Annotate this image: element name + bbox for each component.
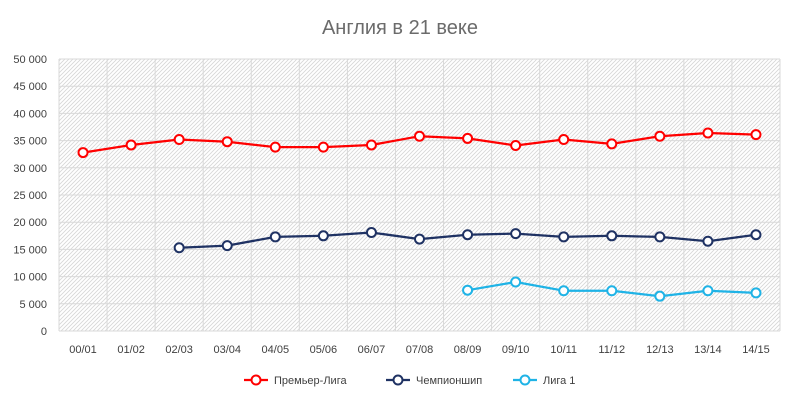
x-tick-label: 08/09 <box>454 344 482 356</box>
y-tick-label: 50 000 <box>13 54 47 66</box>
x-tick-label: 07/08 <box>406 344 434 356</box>
data-point <box>462 284 474 296</box>
data-point <box>414 233 425 245</box>
data-point <box>750 287 762 299</box>
data-point <box>558 134 570 146</box>
data-point <box>510 228 522 240</box>
x-tick-label: 12/13 <box>646 344 674 356</box>
data-point <box>173 242 185 254</box>
x-tick-label: 01/02 <box>117 344 145 356</box>
x-tick-label: 11/12 <box>598 344 625 356</box>
data-point <box>317 141 329 153</box>
legend-marker <box>250 374 262 386</box>
legend-marker <box>392 374 404 386</box>
y-tick-label: 0 <box>41 326 47 338</box>
data-point <box>654 130 666 142</box>
series-points <box>77 127 762 302</box>
y-tick-label: 5 000 <box>19 299 47 311</box>
legend-marker <box>519 374 531 386</box>
data-point <box>221 240 233 252</box>
y-tick-label: 40 000 <box>13 108 47 120</box>
data-point <box>654 231 666 243</box>
data-point <box>702 285 714 297</box>
y-tick-label: 10 000 <box>13 272 47 284</box>
x-tick-label: 14/15 <box>742 344 770 356</box>
data-point <box>462 132 474 144</box>
x-tick-label: 03/04 <box>213 344 241 356</box>
data-point <box>606 138 618 150</box>
x-tick-label: 10/11 <box>550 344 577 356</box>
data-point <box>269 231 281 243</box>
data-point <box>365 227 377 239</box>
data-point <box>173 134 185 146</box>
data-point <box>750 229 762 241</box>
x-tick-label: 02/03 <box>165 344 193 356</box>
legend-item: Чемпионшип <box>386 374 482 387</box>
data-point <box>317 230 329 242</box>
y-tick-label: 45 000 <box>13 81 47 93</box>
x-tick-label: 00/01 <box>69 344 97 356</box>
data-point <box>365 139 377 151</box>
y-tick-label: 25 000 <box>13 190 47 202</box>
x-tick-label: 05/06 <box>310 344 338 356</box>
y-tick-label: 30 000 <box>13 163 47 175</box>
data-point <box>750 129 762 141</box>
data-point <box>702 127 714 139</box>
y-tick-label: 15 000 <box>13 244 47 256</box>
legend: Премьер-Лига Чемпионшип Лига 1 <box>244 374 575 387</box>
data-point <box>510 276 522 288</box>
data-point <box>558 285 570 297</box>
data-point <box>77 147 89 159</box>
x-tick-label: 04/05 <box>262 344 290 356</box>
data-point <box>462 229 474 241</box>
data-point <box>414 130 425 142</box>
data-point <box>702 235 714 247</box>
legend-label: Лига 1 <box>543 375 575 387</box>
data-point <box>269 141 281 153</box>
x-axis-tick-labels: 00/01 01/02 02/03 03/04 04/05 05/06 06/07 07/08… <box>69 344 769 356</box>
chart-title: Англия в 21 веке <box>322 17 478 39</box>
legend-label: Премьер-Лига <box>274 375 347 387</box>
data-point <box>510 139 522 151</box>
x-tick-label: 09/10 <box>502 344 530 356</box>
data-point <box>654 290 666 302</box>
data-point <box>125 139 137 151</box>
y-tick-label: 35 000 <box>13 136 47 148</box>
x-tick-label: 06/07 <box>358 344 386 356</box>
x-tick-label: 13/14 <box>694 344 722 356</box>
data-point <box>558 231 570 243</box>
legend-item: Лига 1 <box>513 374 575 387</box>
data-point <box>221 136 233 148</box>
legend-label: Чемпионшип <box>416 375 482 387</box>
y-axis-tick-labels: 0 5 000 10 000 15 000 20 000 25 000 30 000 35 0… <box>13 54 47 338</box>
data-point <box>606 285 618 297</box>
data-point <box>606 230 618 242</box>
legend-item: Премьер-Лига <box>244 374 347 387</box>
y-tick-label: 20 000 <box>13 217 47 229</box>
